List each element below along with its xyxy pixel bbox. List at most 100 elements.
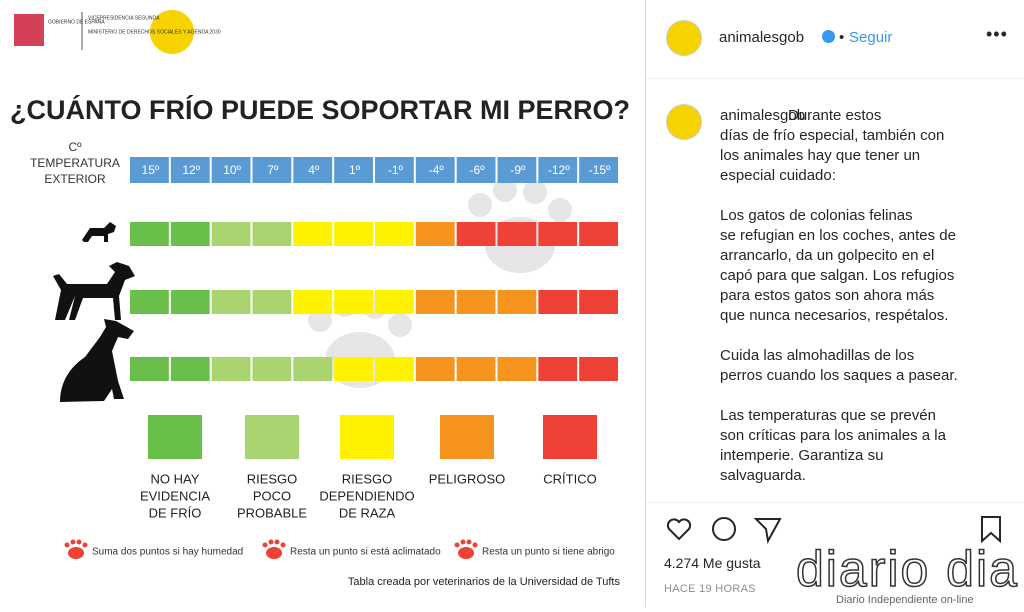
watermark: diario dia <box>795 540 1019 598</box>
paw-icon <box>68 547 84 559</box>
legend-label: CRÍTICO <box>543 471 596 486</box>
risk-cell <box>375 290 414 314</box>
caption-line: se refugian en los coches, antes de <box>720 227 956 244</box>
username[interactable]: animalesgob <box>719 29 805 46</box>
paw-toe <box>268 539 274 545</box>
axis-label: EXTERIOR <box>44 172 106 186</box>
paw-toe <box>466 539 472 545</box>
temperature-label: -6º <box>470 163 486 177</box>
more-options[interactable]: ••• <box>986 24 1008 44</box>
temperature-cell <box>456 157 496 183</box>
logo-circle <box>150 10 194 54</box>
legend-label: EVIDENCIA <box>140 488 210 503</box>
coat-of-arms <box>14 14 44 46</box>
caption-line: son críticas para los animales a la <box>720 427 946 444</box>
caption-line: días de frío especial, también con <box>720 127 945 144</box>
legend-label: DE RAZA <box>339 505 396 520</box>
logo-text: MINISTERIO DE DERECHOS SOCIALES Y AGENDA… <box>88 29 221 35</box>
risk-cell <box>579 357 618 381</box>
caption-line: especial cuidado: <box>720 167 836 184</box>
risk-cell <box>456 290 496 314</box>
dog-silhouettes <box>53 222 135 402</box>
credit: Tabla creada por veterinarios de la Univ… <box>348 576 621 588</box>
caption-line: salvaguarda. <box>720 467 806 484</box>
note: Resta un punto si tiene abrigo <box>482 547 615 558</box>
temperature-cell <box>252 157 292 183</box>
temperature-label: 10º <box>223 163 241 177</box>
temperature-label: -9º <box>510 163 526 177</box>
temperature-label: -4º <box>429 163 445 177</box>
legend-swatch <box>543 415 597 459</box>
caption-line: para estos gatos son ahora más <box>720 287 935 304</box>
temperature-label: 4º <box>308 163 320 177</box>
comment-icon[interactable] <box>712 517 736 541</box>
risk-cell <box>130 222 169 246</box>
legend-swatch <box>148 415 202 459</box>
risk-cell <box>538 222 578 246</box>
verified-badge <box>822 30 835 43</box>
paw-icon <box>266 547 282 559</box>
risk-cell <box>334 357 373 381</box>
temperature-cell <box>375 157 414 183</box>
axis-label: TEMPERATURA <box>30 156 120 170</box>
paw-toe <box>262 542 268 548</box>
risk-cell <box>130 290 169 314</box>
note: Resta un punto si está aclimatado <box>290 547 441 558</box>
caption-line: perros cuando los saques a pasear. <box>720 367 958 384</box>
legend-label: RIESGO <box>342 471 393 486</box>
caption-username[interactable]: animalesgob <box>720 107 806 124</box>
post-image: ¿CUÁNTO FRÍO PUEDE SOPORTAR MI PERRO? GO… <box>9 10 631 588</box>
timestamp: HACE 19 HORAS <box>664 583 756 595</box>
temperature-label: 12º <box>182 163 200 177</box>
legend-label: NO HAY <box>151 471 200 486</box>
logo-text: VICEPRESIDENCIA SEGUNDA <box>88 15 160 21</box>
temperature-cell <box>293 157 333 183</box>
divider <box>646 78 1024 79</box>
risk-cell <box>211 290 251 314</box>
temperature-cell <box>538 157 578 183</box>
like-icon[interactable] <box>666 518 692 541</box>
paw-toe <box>274 539 280 545</box>
watermark-tagline: Diario Independiente on-line <box>836 594 974 606</box>
risk-cell <box>170 357 210 381</box>
risk-cell <box>415 357 455 381</box>
legend-swatch <box>245 415 299 459</box>
risk-cell <box>211 222 251 246</box>
temperature-cell <box>211 157 251 183</box>
temperature-cell <box>334 157 373 183</box>
legend-label: RIESGO <box>247 471 298 486</box>
risk-cell <box>293 290 333 314</box>
caption-line: que nunca necesarios, respétalos. <box>720 307 949 324</box>
risk-cell <box>375 222 414 246</box>
caption-line: intemperie. Garantiza su <box>720 447 884 464</box>
caption-line: arrancarlo, da un golpecito en el <box>720 247 935 264</box>
risk-cell <box>538 357 578 381</box>
legend-label: POCO <box>253 488 291 503</box>
risk-cell <box>170 290 210 314</box>
legend-label: DEPENDIENDO <box>319 488 414 503</box>
risk-cell <box>415 222 455 246</box>
post-panel: animalesgob • Seguir ••• Durante estos dí… <box>645 0 1024 607</box>
save-icon[interactable] <box>981 516 1001 544</box>
share-icon[interactable] <box>753 518 782 545</box>
paw-toe <box>82 542 88 548</box>
risk-cell <box>293 222 333 246</box>
risk-cell <box>334 290 373 314</box>
likes[interactable]: 4.274 Me gusta <box>664 555 761 571</box>
risk-cell <box>456 357 496 381</box>
axis-label: Cº <box>68 140 82 154</box>
legend-swatch <box>340 415 394 459</box>
follow-button[interactable]: Seguir <box>849 29 893 46</box>
caption-line: Las temperaturas que se prevén <box>720 407 936 424</box>
temperature-label: -15º <box>589 163 611 177</box>
risk-cell <box>538 290 578 314</box>
risk-cell <box>375 357 414 381</box>
note: Suma dos puntos si hay humedad <box>92 547 243 558</box>
legend-label: DE FRÍO <box>149 505 202 520</box>
avatar[interactable] <box>666 104 702 140</box>
risk-cell <box>252 357 292 381</box>
temperature-label: 7º <box>267 163 279 177</box>
logo-text: GOBIERNO DE ESPAÑA <box>48 18 105 25</box>
temperature-label: 15º <box>142 163 160 177</box>
avatar[interactable] <box>666 20 702 56</box>
